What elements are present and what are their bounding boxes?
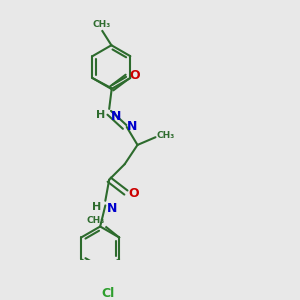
Text: H: H bbox=[96, 110, 106, 120]
Text: N: N bbox=[110, 110, 121, 123]
Text: H: H bbox=[92, 202, 102, 212]
Text: O: O bbox=[128, 187, 139, 200]
Text: CH₃: CH₃ bbox=[87, 216, 105, 225]
Text: Cl: Cl bbox=[102, 287, 115, 300]
Text: O: O bbox=[129, 69, 140, 82]
Text: CH₃: CH₃ bbox=[157, 131, 175, 140]
Text: N: N bbox=[106, 202, 117, 215]
Text: CH₃: CH₃ bbox=[92, 20, 111, 28]
Text: N: N bbox=[127, 120, 137, 134]
